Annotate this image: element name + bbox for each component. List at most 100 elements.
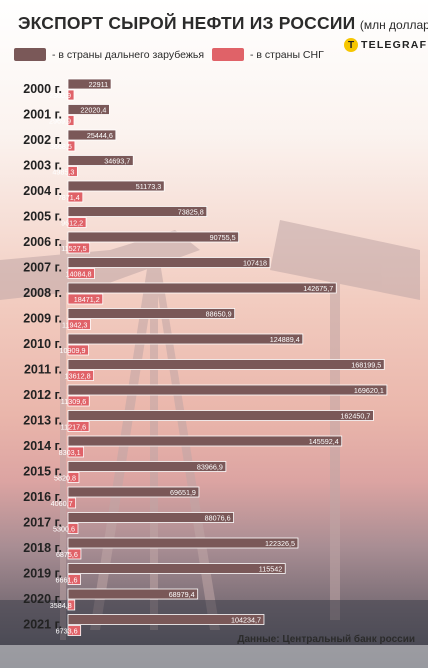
bar-cis-2015	[67, 472, 80, 483]
value-label-cis-2010: 10909,9	[60, 346, 86, 355]
bar-cis-2004	[67, 191, 84, 203]
year-label-2001: 2001 г.	[23, 108, 62, 122]
bar-cis-2006	[67, 242, 91, 254]
bar-far-abroad-2019	[67, 563, 286, 574]
bar-cis-2009	[67, 319, 91, 330]
year-label-2012: 2012 г.	[23, 388, 62, 402]
value-label-far-abroad-2018: 122326,5	[265, 539, 295, 548]
value-label-cis-2019: 6661,6	[56, 576, 78, 585]
bar-far-abroad-2020	[67, 588, 199, 600]
year-label-2008: 2008 г.	[23, 286, 62, 300]
value-label-far-abroad-2005: 73825,8	[178, 208, 204, 217]
value-label-far-abroad-2011: 168199,5	[351, 361, 381, 370]
value-label-far-abroad-2006: 90755,5	[210, 233, 236, 242]
bar-far-abroad-2021	[67, 614, 265, 625]
bar-cis-2003	[67, 166, 78, 177]
year-label-2014: 2014 г.	[23, 439, 62, 453]
bar-far-abroad-2005	[67, 206, 208, 217]
value-label-far-abroad-2020: 68979,4	[169, 590, 195, 599]
legend-label-cis: - в страны СНГ	[250, 48, 324, 61]
bar-cis-2010	[67, 344, 89, 356]
legend: - в страны дальнего зарубежья - в страны…	[0, 48, 428, 68]
year-label-2015: 2015 г.	[23, 465, 62, 479]
value-label-cis-2002: 3668,5	[50, 142, 72, 151]
bar-cis-2014	[67, 446, 85, 458]
value-label-cis-2003: 4985,3	[52, 168, 74, 177]
value-label-far-abroad-2019: 115542	[259, 565, 282, 574]
bar-cis-2018	[67, 548, 82, 560]
year-label-2007: 2007 г.	[23, 261, 62, 275]
bar-cis-2007	[67, 268, 95, 279]
bar-far-abroad-2010	[67, 333, 304, 345]
bar-far-abroad-2009	[67, 308, 236, 319]
value-label-cis-2014: 8303,1	[59, 448, 81, 457]
value-label-cis-2001: 2969,9	[49, 117, 71, 126]
bar-cis-2008	[67, 293, 104, 305]
value-label-far-abroad-2008: 142675,7	[303, 284, 333, 293]
bar-cis-2001	[67, 115, 75, 126]
year-label-2011: 2011 г.	[24, 363, 62, 377]
logo-text: TELEGRAF	[361, 39, 428, 51]
bar-far-abroad-2004	[67, 180, 165, 192]
bar-far-abroad-2000	[67, 78, 112, 90]
bar-cis-2002	[67, 140, 76, 152]
year-label-2013: 2013 г.	[23, 414, 62, 428]
bar-far-abroad-2003	[67, 155, 134, 166]
bar-cis-2017	[67, 523, 79, 534]
value-label-far-abroad-2009: 88650,9	[206, 310, 232, 319]
bar-cis-2005	[67, 217, 87, 228]
value-label-far-abroad-2003: 34693,7	[104, 157, 130, 166]
value-label-cis-2021: 6733,6	[56, 627, 78, 636]
bar-cis-2011	[67, 370, 94, 381]
year-label-2000: 2000 г.	[23, 82, 62, 96]
year-label-2005: 2005 г.	[23, 210, 62, 224]
bar-far-abroad-2014	[67, 435, 343, 447]
bar-far-abroad-2013	[67, 410, 374, 421]
bar-far-abroad-2001	[67, 104, 110, 115]
bar-cis-2016	[67, 497, 77, 509]
year-label-2002: 2002 г.	[23, 133, 62, 147]
value-label-far-abroad-2010: 124889,4	[270, 335, 300, 344]
bar-far-abroad-2018	[67, 537, 299, 549]
value-label-cis-2017: 5300,6	[53, 525, 75, 534]
value-label-cis-2013: 11217,6	[61, 423, 86, 432]
bar-far-abroad-2016	[67, 486, 200, 498]
value-label-cis-2020: 3584,8	[50, 601, 72, 610]
year-label-2009: 2009 г.	[23, 312, 62, 326]
value-label-far-abroad-2000: 22911	[89, 80, 108, 89]
bar-cis-2013	[67, 421, 90, 432]
data-source: Данные: Центральный банк россии	[237, 634, 415, 645]
legend-swatch-far-abroad	[14, 48, 46, 61]
bar-far-abroad-2002	[67, 129, 117, 141]
value-label-far-abroad-2004: 51173,3	[136, 182, 161, 191]
bar-far-abroad-2015	[67, 461, 227, 472]
legend-label-far-abroad: - в страны дальнего зарубежья	[52, 48, 205, 61]
value-label-far-abroad-2007: 107418	[243, 259, 267, 268]
year-label-2019: 2019 г.	[23, 567, 62, 581]
year-label-2016: 2016 г.	[23, 490, 62, 504]
bar-far-abroad-2006	[67, 231, 240, 243]
year-label-2017: 2017 г.	[23, 516, 62, 530]
value-label-far-abroad-2002: 25444,6	[87, 131, 113, 140]
value-label-cis-2007: 14084,8	[65, 270, 91, 279]
value-label-far-abroad-2016: 69651,9	[170, 488, 196, 497]
bar-cis-2000	[67, 89, 75, 101]
value-label-far-abroad-2012: 169620,1	[354, 386, 384, 395]
value-label-cis-2018: 6875,6	[56, 550, 78, 559]
value-label-cis-2015: 5820,8	[54, 474, 76, 483]
title-main: ЭКСПОРТ СЫРОЙ НЕФТИ ИЗ РОССИИ	[18, 13, 356, 33]
year-label-2003: 2003 г.	[23, 159, 62, 173]
legend-item-cis: - в страны СНГ	[212, 48, 324, 61]
year-label-2018: 2018 г.	[23, 541, 62, 555]
year-label-2021: 2021 г.	[23, 618, 62, 632]
value-label-cis-2000: 2360,9	[49, 91, 71, 100]
bar-far-abroad-2008	[67, 282, 337, 294]
value-label-cis-2011: 13612,8	[65, 372, 91, 381]
legend-swatch-cis	[212, 48, 244, 61]
value-label-cis-2005: 9612,2	[61, 219, 83, 228]
title-unit: (млн долларов)	[359, 18, 428, 32]
chart-title: ЭКСПОРТ СЫРОЙ НЕФТИ ИЗ РОССИИ (млн долла…	[18, 13, 428, 34]
value-label-far-abroad-2014: 145592,4	[309, 437, 339, 446]
telegraf-logo: T TELEGRAF	[344, 38, 427, 52]
